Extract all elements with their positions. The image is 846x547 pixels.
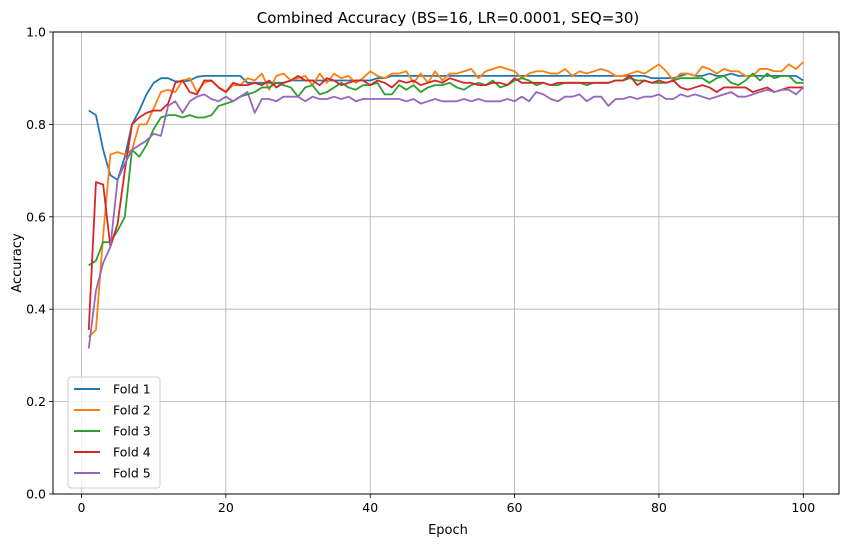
series-lines	[87, 61, 804, 349]
plot-frame	[52, 31, 840, 495]
series-line-fold-2	[88, 61, 804, 338]
y-axis-ticks: 0.0 0.2 0.4 0.6 0.8 1.0	[26, 25, 53, 502]
y-tick-label: 0.6	[26, 209, 46, 224]
x-axis-label: Epoch	[428, 523, 468, 538]
x-axis-ticks: 0 20 40 60 80 100	[78, 494, 815, 515]
x-tick-label: 40	[362, 500, 378, 515]
x-tick-label: 60	[507, 500, 523, 515]
legend-label: Fold 3	[113, 424, 151, 439]
y-axis-label: Accuracy	[10, 233, 25, 293]
series-line-fold-5	[87, 86, 804, 349]
legend-frame	[67, 376, 161, 489]
legend-label: Fold 5	[113, 466, 151, 481]
series-line-fold-4	[87, 74, 804, 331]
legend-label: Fold 2	[113, 403, 151, 418]
y-tick-label: 0.2	[26, 394, 46, 409]
y-tick-label: 0.0	[26, 487, 46, 502]
y-tick-label: 0.8	[26, 117, 46, 132]
legend-label: Fold 1	[113, 382, 151, 397]
y-tick-label: 0.4	[26, 302, 46, 317]
x-tick-label: 80	[651, 500, 667, 515]
legend: Fold 1 Fold 2 Fold 3 Fold 4 Fold 5	[67, 376, 161, 489]
x-tick-label: 100	[791, 500, 815, 515]
chart-title: Combined Accuracy (BS=16, LR=0.0001, SEQ…	[257, 9, 640, 27]
x-tick-label: 20	[218, 500, 234, 515]
x-tick-label: 0	[78, 500, 86, 515]
legend-label: Fold 4	[113, 445, 151, 460]
y-tick-label: 1.0	[26, 25, 46, 40]
series-line-fold-3	[88, 72, 804, 267]
